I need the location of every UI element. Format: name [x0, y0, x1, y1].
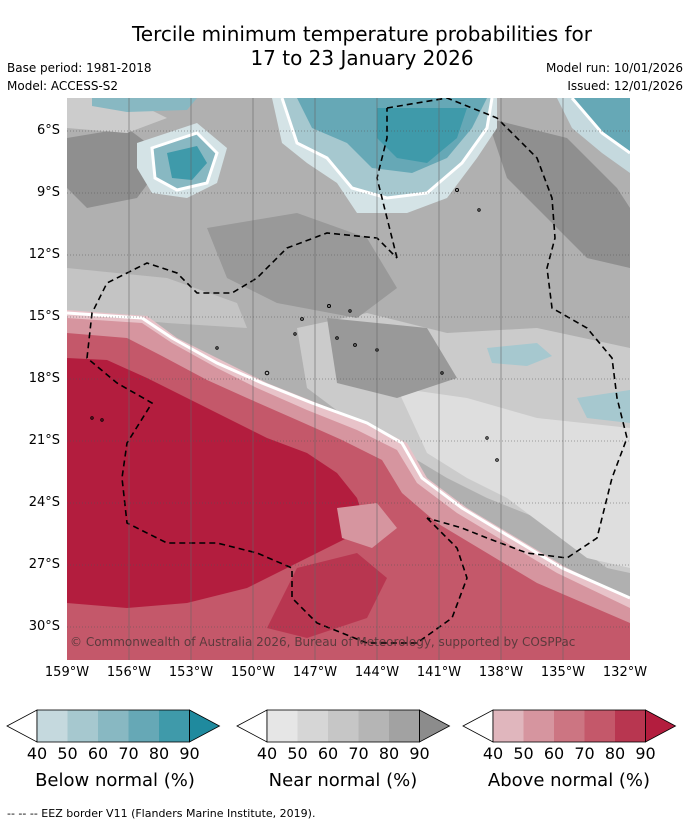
near-normal-lightest-region: [397, 388, 630, 568]
colorbar-tick-label: 50: [57, 744, 78, 763]
colorbar-segment: [358, 710, 389, 742]
colorbar-lower-extension: [462, 709, 494, 743]
colorbar-tick-label: 50: [513, 744, 534, 763]
colorbar-tick-label: 80: [378, 744, 400, 763]
colorbar-outline: [266, 709, 420, 743]
below-normal-east-small: [487, 343, 552, 366]
colorbar-tick-label: 40: [26, 744, 48, 763]
colorbar-tick-label: 70: [574, 744, 595, 763]
colorbar-segment: [584, 710, 615, 742]
issued-date: Issued: 12/01/2026: [567, 79, 683, 93]
lon-label: 159°W: [44, 665, 90, 680]
colorbar-below-normal: [6, 709, 221, 743]
colorbar-segment: [267, 710, 298, 742]
lat-label: 15°S: [28, 309, 60, 324]
colorbar-segment: [128, 710, 159, 742]
lat-label: 24°S: [28, 495, 60, 510]
near-normal-dark-east: [487, 118, 630, 268]
colorbar-segment: [328, 710, 359, 742]
lat-label: 18°S: [28, 371, 60, 386]
colorbar-upper-extension: [189, 709, 221, 743]
colorbar-tick-label: 80: [148, 744, 170, 763]
model-name: Model: ACCESS-S2: [7, 79, 119, 93]
colorbar-near-normal: [236, 709, 451, 743]
colorbar-segment: [523, 710, 554, 742]
lon-label: 144°W: [354, 665, 400, 680]
colorbar-lower-extension: [6, 709, 38, 743]
near-normal-dark-center2: [327, 318, 457, 398]
colorbar-tick-label: 40: [482, 744, 504, 763]
colorbar-tick-label: 60: [317, 744, 339, 763]
colorbar-segment: [297, 710, 328, 742]
colorbar-tick-label: 90: [179, 744, 200, 763]
lat-label: 9°S: [36, 185, 60, 200]
lat-label: 21°S: [28, 433, 60, 448]
lat-label: 27°S: [28, 557, 60, 572]
colorbar-segment: [67, 710, 98, 742]
eez-footnote: -- -- -- EEZ border V11 (Flanders Marine…: [7, 807, 316, 820]
colorbar-segment: [159, 710, 190, 742]
lon-label: 138°W: [478, 665, 524, 680]
lon-label: 132°W: [602, 665, 648, 680]
colorbar-tick-label: 80: [604, 744, 626, 763]
copyright-notice: © Commonwealth of Australia 2026, Bureau…: [70, 635, 575, 649]
lat-label: 30°S: [28, 619, 60, 634]
probability-map: © Commonwealth of Australia 2026, Bureau…: [67, 98, 630, 660]
colorbar-tick-label: 70: [348, 744, 369, 763]
colorbar-label-below: Below normal (%): [35, 770, 195, 791]
colorbar-tick-label: 60: [87, 744, 109, 763]
colorbar-upper-extension: [419, 709, 451, 743]
islands: [90, 188, 499, 462]
map-title: Tercile minimum temperature probabilitie…: [0, 22, 690, 70]
colorbar-segment: [615, 710, 646, 742]
colorbar-outline: [36, 709, 190, 743]
eez-border-north: [386, 98, 628, 559]
near-normal-pale-west: [67, 268, 247, 328]
lon-label: 150°W: [230, 665, 276, 680]
header-left-info: Base period: 1981-2018 Model: ACCESS-S2: [7, 59, 152, 95]
below-normal-north-left: [92, 98, 197, 112]
eez-border-south: [86, 232, 468, 644]
lon-label: 135°W: [540, 665, 586, 680]
lon-label: 153°W: [168, 665, 214, 680]
near-normal-dark-center: [207, 213, 397, 318]
lon-label: 141°W: [416, 665, 462, 680]
colorbar-outline: [492, 709, 646, 743]
colorbar-segment: [389, 710, 420, 742]
colorbar-strip: [6, 709, 677, 743]
colorbar-segment: [98, 710, 129, 742]
colorbar-tick-label: 40: [256, 744, 278, 763]
lat-label: 12°S: [28, 247, 60, 262]
colorbar-tick-label: 70: [118, 744, 139, 763]
header-right-info: Model run: 10/01/2026 Issued: 12/01/2026: [546, 59, 683, 95]
lon-label: 147°W: [292, 665, 338, 680]
colorbar-tick-label: 90: [409, 744, 430, 763]
colorbar-tick-label: 50: [287, 744, 308, 763]
colorbar-label-above: Above normal (%): [487, 770, 651, 791]
colorbar-tick-label: 90: [635, 744, 656, 763]
colorbar-lower-extension: [236, 709, 268, 743]
title-line-2: 17 to 23 January 2026: [250, 46, 474, 70]
colorbar-segment: [554, 710, 585, 742]
lon-label: 156°W: [106, 665, 152, 680]
colorbar-above-normal: [462, 709, 677, 743]
colorbar-tick-label: 60: [543, 744, 565, 763]
lat-label: 6°S: [36, 123, 60, 138]
base-period: Base period: 1981-2018: [7, 61, 152, 75]
graticule: [67, 130, 630, 628]
colorbar-segment: [37, 710, 68, 742]
colorbar-upper-extension: [645, 709, 677, 743]
model-run: Model run: 10/01/2026: [545, 61, 683, 75]
colorbar-label-near: Near normal (%): [268, 770, 418, 791]
colorbar-segment: [493, 710, 524, 742]
title-line-1: Tercile minimum temperature probabilitie…: [131, 22, 593, 46]
